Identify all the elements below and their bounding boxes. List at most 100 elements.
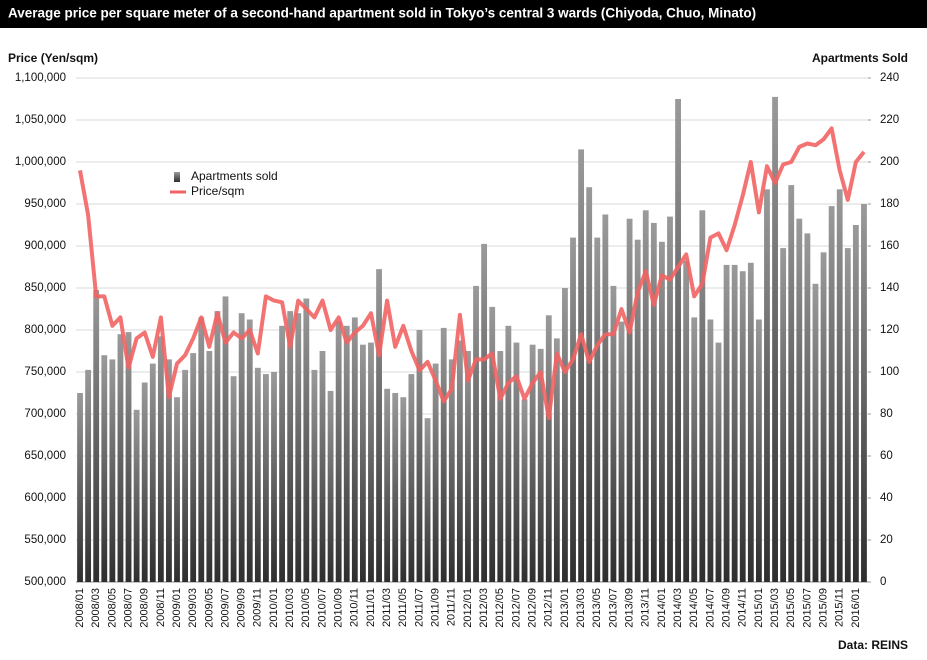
bar [77, 393, 83, 582]
x-tick-label: 2011/03 [381, 588, 393, 627]
x-tick-label: 2010/07 [316, 588, 328, 628]
y-axis-label: Price (Yen/sqm) [8, 51, 98, 65]
bar [586, 187, 593, 582]
bar [699, 210, 706, 583]
x-tick-label: 2014/11 [737, 588, 749, 627]
x-tick-label: 2008/05 [106, 588, 118, 628]
y-tick-label: 800,000 [24, 324, 66, 336]
x-tick-label: 2015/09 [817, 588, 829, 628]
x-tick-label: 2008/03 [90, 588, 102, 628]
bar [481, 243, 488, 582]
bar [626, 218, 633, 582]
y2-tick-label: 80 [880, 408, 893, 420]
bar [432, 363, 439, 582]
y2-tick-label: 180 [880, 198, 899, 210]
bar [359, 344, 366, 582]
bar [602, 214, 609, 582]
x-tick-label: 2011/11 [446, 588, 458, 626]
bar [392, 393, 399, 582]
x-tick-label: 2008/09 [139, 588, 151, 628]
bar [157, 336, 164, 582]
bar [416, 330, 423, 582]
bar [513, 342, 520, 582]
bar [772, 96, 778, 583]
bar [844, 248, 851, 582]
y2-tick-label: 200 [880, 156, 899, 168]
legend-label: Price/sqm [191, 184, 244, 198]
bar [263, 374, 269, 582]
bar [166, 359, 172, 582]
x-tick-label: 2011/09 [430, 588, 442, 627]
bar [400, 397, 407, 582]
bar [788, 185, 795, 582]
bar [755, 319, 762, 582]
bar [707, 319, 714, 582]
x-tick-label: 2013/07 [607, 588, 619, 628]
bar [521, 399, 528, 582]
y-tick-label: 650,000 [24, 450, 66, 462]
y2-tick-label: 140 [880, 282, 899, 294]
y2-axis-label: Apartments Sold [812, 51, 908, 65]
bar [271, 372, 277, 582]
bar [408, 374, 415, 582]
bar [691, 317, 698, 582]
y-tick-label: 850,000 [24, 282, 66, 294]
bar [852, 225, 859, 582]
x-tick-label: 2014/01 [656, 588, 668, 628]
bar [828, 206, 835, 582]
bar [812, 283, 819, 582]
title-bar [0, 0, 927, 28]
x-tick-label: 2009/11 [252, 588, 264, 627]
legend-label: Apartments sold [191, 169, 278, 183]
source-note: Data: REINS [838, 638, 908, 652]
bar [650, 222, 657, 582]
x-tick-label: 2015/05 [785, 588, 797, 628]
x-tick-label: 2015/01 [753, 588, 765, 628]
bar [198, 317, 205, 582]
x-tick-label: 2009/07 [219, 588, 231, 628]
x-tick-label: 2012/03 [478, 588, 490, 628]
x-tick-label: 2008/07 [122, 588, 134, 628]
x-tick-label: 2011/05 [397, 588, 409, 627]
bar [214, 311, 221, 582]
x-tick-label: 2011/01 [365, 588, 377, 627]
bar [594, 237, 601, 582]
x-tick-label: 2015/03 [769, 588, 781, 628]
x-tick-label: 2013/11 [640, 588, 652, 627]
bar [836, 189, 843, 583]
price-line [78, 126, 866, 421]
x-tick-label: 2012/11 [543, 588, 555, 627]
bar [109, 359, 116, 582]
x-tick-label: 2012/01 [462, 588, 474, 628]
bar [675, 99, 681, 582]
y-tick-label: 600,000 [24, 492, 66, 504]
x-tick-label: 2010/11 [349, 588, 361, 627]
y2-tick-label: 0 [880, 576, 886, 588]
bar [634, 239, 641, 582]
bar [343, 325, 350, 582]
x-tick-label: 2012/05 [494, 588, 506, 628]
bar [376, 269, 382, 582]
bar [642, 210, 649, 583]
x-tick-label: 2014/05 [688, 588, 700, 628]
x-tick-label: 2014/03 [672, 588, 684, 628]
bar [465, 351, 471, 582]
bar [804, 233, 811, 582]
bar [311, 369, 318, 582]
bar [820, 252, 827, 583]
y-tick-label: 700,000 [24, 408, 66, 420]
y-tick-label: 500,000 [24, 576, 66, 588]
y2-tick-label: 60 [880, 450, 893, 462]
bar [861, 204, 867, 582]
bar [303, 298, 310, 582]
bar [190, 353, 197, 582]
x-tick-label: 2010/05 [300, 588, 312, 628]
bar [537, 348, 544, 582]
bar [133, 409, 140, 582]
y2-tick-label: 160 [880, 240, 899, 252]
bar [683, 260, 690, 582]
y-tick-label: 1,050,000 [15, 114, 66, 126]
y2-tick-label: 220 [880, 114, 899, 126]
bar [424, 418, 431, 582]
